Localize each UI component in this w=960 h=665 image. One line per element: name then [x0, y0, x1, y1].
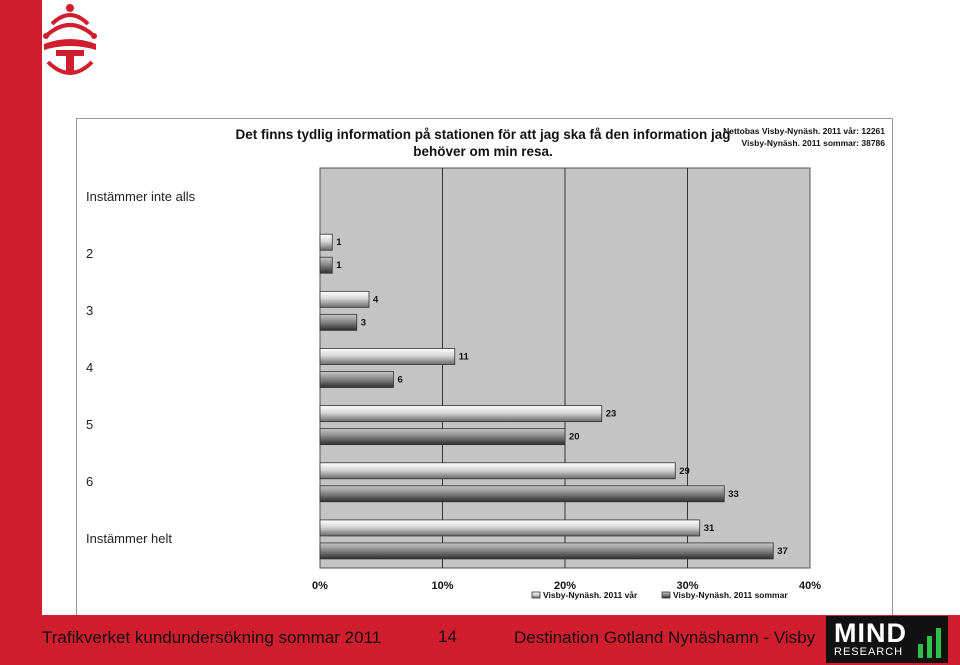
x-tick-label: 30% — [676, 580, 698, 592]
category-label: 2 — [86, 245, 94, 261]
footer-bar — [0, 615, 960, 665]
mind-bars-icon — [918, 628, 941, 658]
bar-value-label: 29 — [679, 466, 690, 477]
bar — [319, 256, 333, 274]
bar — [319, 428, 566, 446]
mind-logo-sub: RESEARCH — [834, 646, 904, 658]
page-number: 14 — [438, 627, 457, 646]
bar — [319, 233, 333, 251]
bar-value-label: 6 — [398, 375, 403, 386]
bar — [319, 462, 676, 480]
bar — [319, 371, 394, 388]
footer-survey-title: Trafikverket kundundersökning sommar 201… — [42, 628, 382, 647]
left-accent-bar — [0, 0, 42, 615]
basis-line-1: Nettobas Visby-Nynäsh. 2011 vår: 12261 — [723, 126, 885, 136]
x-tick-label: 10% — [431, 580, 453, 592]
bar — [319, 313, 358, 331]
bar — [319, 290, 370, 308]
category-label: 6 — [86, 474, 94, 490]
bar-value-label: 4 — [373, 294, 379, 305]
chart-title: Det finns tydlig information på statione… — [235, 127, 731, 159]
mind-logo-word: MIND — [834, 618, 907, 648]
bar-value-label: 31 — [704, 523, 715, 534]
x-tick-label: 40% — [799, 580, 821, 592]
bar — [319, 542, 774, 560]
chart-basis: Nettobas Visby-Nynäsh. 2011 vår: 12261 V… — [720, 125, 885, 149]
bar — [319, 485, 725, 503]
bar-value-label: 23 — [606, 409, 617, 420]
bar — [319, 519, 701, 537]
bar-value-label: 11 — [459, 352, 470, 363]
bar-value-label: 1 — [336, 237, 342, 248]
category-label: 5 — [86, 417, 94, 433]
bar-value-label: 33 — [728, 489, 739, 500]
legend-label: Visby-Nynäsh. 2011 vår — [543, 590, 638, 600]
bar — [319, 405, 603, 423]
bar — [319, 348, 456, 365]
footer-route: Destination Gotland Nynäshamn - Visby — [514, 628, 816, 647]
legend-swatch — [661, 591, 671, 599]
bar-value-label: 37 — [777, 546, 788, 557]
category-label: 4 — [86, 360, 94, 375]
category-label: Instämmer helt — [86, 531, 172, 547]
bar-value-label: 1 — [336, 260, 342, 271]
x-tick-label: 20% — [554, 580, 576, 592]
legend-swatch — [531, 591, 541, 599]
bar-value-label: 3 — [361, 317, 366, 328]
category-label: 3 — [86, 302, 94, 318]
basis-line-2: Visby-Nynäsh. 2011 sommar: 38786 — [741, 138, 885, 148]
trafikverket-crown-logo — [43, 4, 97, 75]
bar-value-label: 20 — [569, 432, 580, 443]
category-label: Instämmer inte alls — [86, 188, 196, 204]
legend-label: Visby-Nynäsh. 2011 sommar — [673, 590, 788, 600]
x-tick-label: 0% — [312, 580, 328, 592]
